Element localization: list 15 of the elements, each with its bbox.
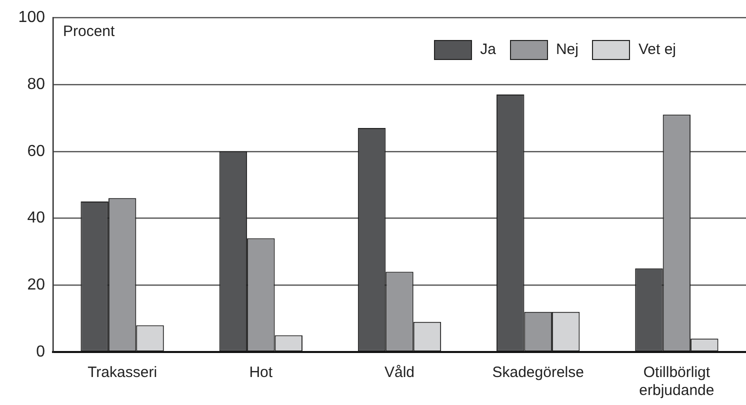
x-tick-label: Våld (384, 364, 415, 382)
y-tick-label: 80 (27, 76, 46, 93)
y-tick-label: 0 (36, 343, 46, 360)
y-tick-label: 20 (27, 276, 46, 294)
legend-label: Vet ej (638, 41, 676, 58)
legend-label: Ja (480, 41, 496, 58)
y-axis-title: Procent (63, 23, 116, 40)
legend-label: Nej (556, 41, 578, 58)
x-tick-label: Skadegörelse (492, 364, 584, 382)
y-tick-label: 40 (27, 210, 46, 227)
x-tick-label: Hot (249, 364, 274, 382)
x-tick-label: Otillbörligt erbjudande (639, 364, 714, 400)
y-tick-label: 60 (27, 142, 46, 160)
x-tick-label: Trakasseri (88, 364, 158, 382)
y-tick-label: 100 (18, 9, 46, 26)
